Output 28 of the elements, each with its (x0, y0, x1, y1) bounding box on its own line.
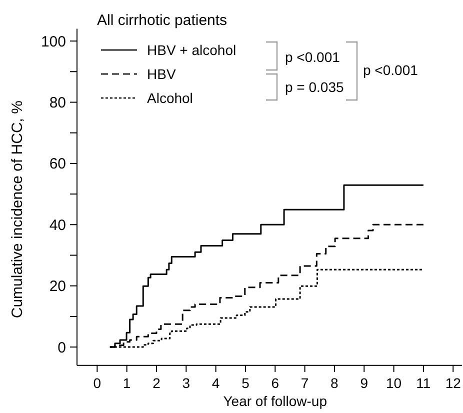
annotation: p <0.001 (363, 62, 418, 78)
y-tick-label: 100 (40, 33, 66, 50)
legend-label: HBV (147, 66, 176, 82)
x-tick-label: 10 (386, 375, 402, 391)
x-tick-label: 9 (360, 375, 368, 391)
x-tick-label: 5 (242, 375, 250, 391)
x-tick-label: 8 (330, 375, 339, 391)
y-tick-label: 20 (49, 278, 66, 296)
y-axis-title: Cumulative incidence of HCC, % (9, 100, 26, 318)
x-tick-label: 4 (212, 375, 220, 391)
x-tick-label: 0 (93, 375, 102, 391)
y-tick-label: 80 (49, 94, 66, 112)
x-tick-label: 2 (152, 375, 161, 391)
x-tick-label: 3 (182, 375, 190, 391)
y-tick-label: 40 (49, 216, 66, 234)
x-tick-label: 1 (122, 375, 131, 391)
annotation: p <0.001 (285, 49, 340, 65)
x-tick-label: 12 (445, 375, 462, 391)
legend-label: Alcohol (147, 90, 193, 106)
x-tick-label: 7 (300, 375, 309, 391)
y-tick-label: 0 (58, 339, 66, 356)
x-axis-title: Year of follow-up (223, 393, 328, 409)
x-tick-label: 11 (416, 375, 431, 391)
x-tick-label: 6 (271, 375, 280, 391)
annotation: p = 0.035 (285, 79, 344, 95)
y-tick-label: 60 (49, 156, 66, 173)
legend-label: HBV + alcohol (147, 42, 236, 58)
legend-title: All cirrhotic patients (97, 12, 228, 29)
